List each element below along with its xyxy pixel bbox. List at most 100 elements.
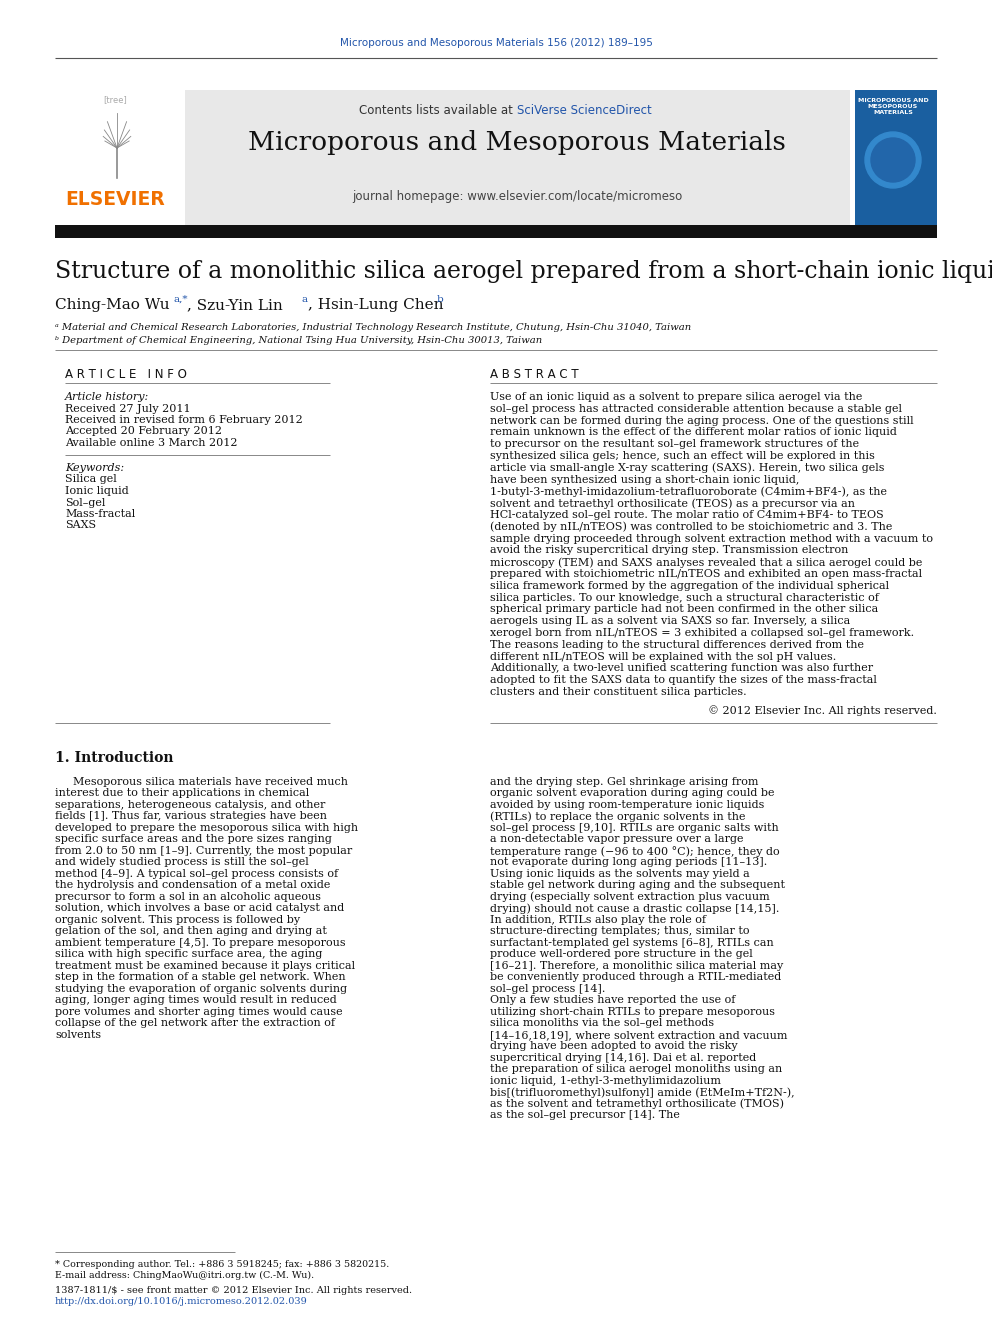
Text: have been synthesized using a short-chain ionic liquid,: have been synthesized using a short-chai… [490, 475, 800, 484]
Text: Article history:: Article history: [65, 392, 149, 402]
Text: prepared with stoichiometric nIL/nTEOS and exhibited an open mass-fractal: prepared with stoichiometric nIL/nTEOS a… [490, 569, 923, 579]
Text: silica with high specific surface area, the aging: silica with high specific surface area, … [55, 950, 322, 959]
Text: organic solvent. This process is followed by: organic solvent. This process is followe… [55, 914, 301, 925]
Text: 1387-1811/$ - see front matter © 2012 Elsevier Inc. All rights reserved.: 1387-1811/$ - see front matter © 2012 El… [55, 1286, 412, 1295]
Text: [tree]: [tree] [103, 95, 127, 105]
Text: In addition, RTILs also play the role of: In addition, RTILs also play the role of [490, 914, 706, 925]
Text: utilizing short-chain RTILs to prepare mesoporous: utilizing short-chain RTILs to prepare m… [490, 1007, 775, 1017]
Text: avoided by using room-temperature ionic liquids: avoided by using room-temperature ionic … [490, 800, 765, 810]
Text: solution, which involves a base or acid catalyst and: solution, which involves a base or acid … [55, 904, 344, 913]
Text: pore volumes and shorter aging times would cause: pore volumes and shorter aging times wou… [55, 1007, 342, 1017]
Text: surfactant-templated gel systems [6–8], RTILs can: surfactant-templated gel systems [6–8], … [490, 938, 774, 947]
Text: article via small-angle X-ray scattering (SAXS). Herein, two silica gels: article via small-angle X-ray scattering… [490, 463, 885, 474]
Text: (RTILs) to replace the organic solvents in the: (RTILs) to replace the organic solvents … [490, 811, 746, 822]
Text: silica monoliths via the sol–gel methods: silica monoliths via the sol–gel methods [490, 1019, 714, 1028]
Text: [16–21]. Therefore, a monolithic silica material may: [16–21]. Therefore, a monolithic silica … [490, 960, 784, 971]
Text: sol–gel process [14].: sol–gel process [14]. [490, 984, 605, 994]
Text: gelation of the sol, and then aging and drying at: gelation of the sol, and then aging and … [55, 926, 327, 937]
Text: journal homepage: www.elsevier.com/locate/micromeso: journal homepage: www.elsevier.com/locat… [352, 191, 682, 202]
Text: collapse of the gel network after the extraction of: collapse of the gel network after the ex… [55, 1019, 335, 1028]
Text: Available online 3 March 2012: Available online 3 March 2012 [65, 438, 237, 448]
Text: sol–gel process [9,10]. RTILs are organic salts with: sol–gel process [9,10]. RTILs are organi… [490, 823, 779, 832]
Text: temperature range (−96 to 400 °C); hence, they do: temperature range (−96 to 400 °C); hence… [490, 845, 780, 857]
Bar [855, 90, 937, 225]
Text: ambient temperature [4,5]. To prepare mesoporous: ambient temperature [4,5]. To prepare me… [55, 938, 345, 947]
Text: Received in revised form 6 February 2012: Received in revised form 6 February 2012 [65, 415, 303, 425]
Text: from 2.0 to 50 nm [1–9]. Currently, the most popular: from 2.0 to 50 nm [1–9]. Currently, the … [55, 845, 352, 856]
Text: clusters and their constituent silica particles.: clusters and their constituent silica pa… [490, 687, 747, 697]
Text: method [4–9]. A typical sol–gel process consists of: method [4–9]. A typical sol–gel process … [55, 869, 338, 878]
Text: * Corresponding author. Tel.: +886 3 5918245; fax: +886 3 5820215.: * Corresponding author. Tel.: +886 3 591… [55, 1259, 389, 1269]
Text: the hydrolysis and condensation of a metal oxide: the hydrolysis and condensation of a met… [55, 880, 330, 890]
Text: [14–16,18,19], where solvent extraction and vacuum: [14–16,18,19], where solvent extraction … [490, 1029, 788, 1040]
Text: © 2012 Elsevier Inc. All rights reserved.: © 2012 Elsevier Inc. All rights reserved… [708, 705, 937, 716]
Text: precursor to form a sol in an alcoholic aqueous: precursor to form a sol in an alcoholic … [55, 892, 321, 902]
Text: supercritical drying [14,16]. Dai et al. reported: supercritical drying [14,16]. Dai et al.… [490, 1053, 756, 1062]
Text: ᵇ Department of Chemical Engineering, National Tsing Hua University, Hsin-Chu 30: ᵇ Department of Chemical Engineering, Na… [55, 336, 543, 345]
Text: Accepted 20 February 2012: Accepted 20 February 2012 [65, 426, 222, 437]
Text: Only a few studies have reported the use of: Only a few studies have reported the use… [490, 995, 735, 1005]
Text: 1. Introduction: 1. Introduction [55, 750, 174, 765]
Text: as the solvent and tetramethyl orthosilicate (TMOS): as the solvent and tetramethyl orthosili… [490, 1099, 784, 1110]
Text: adopted to fit the SAXS data to quantify the sizes of the mass-fractal: adopted to fit the SAXS data to quantify… [490, 675, 877, 685]
Text: and the drying step. Gel shrinkage arising from: and the drying step. Gel shrinkage arisi… [490, 777, 759, 787]
Text: HCl-catalyzed sol–gel route. The molar ratio of C4mim+BF4- to TEOS: HCl-catalyzed sol–gel route. The molar r… [490, 509, 884, 520]
Text: a,*: a,* [173, 295, 187, 304]
Text: step in the formation of a stable gel network. When: step in the formation of a stable gel ne… [55, 972, 345, 982]
Text: The reasons leading to the structural differences derived from the: The reasons leading to the structural di… [490, 640, 864, 650]
Text: remain unknown is the effect of the different molar ratios of ionic liquid: remain unknown is the effect of the diff… [490, 427, 897, 438]
Text: SAXS: SAXS [65, 520, 96, 531]
Text: 1-butyl-3-methyl-imidazolium-tetrafluoroborate (C4mim+BF4-), as the: 1-butyl-3-methyl-imidazolium-tetrafluoro… [490, 487, 887, 497]
Circle shape [865, 132, 921, 188]
Text: Ionic liquid: Ionic liquid [65, 486, 129, 496]
Text: ELSEVIER: ELSEVIER [65, 191, 165, 209]
Text: solvent and tetraethyl orthosilicate (TEOS) as a precursor via an: solvent and tetraethyl orthosilicate (TE… [490, 499, 855, 509]
Text: , Hsin-Lung Chen: , Hsin-Lung Chen [308, 298, 443, 312]
Text: produce well-ordered pore structure in the gel: produce well-ordered pore structure in t… [490, 950, 753, 959]
Text: a non-detectable vapor pressure over a large: a non-detectable vapor pressure over a l… [490, 835, 743, 844]
Text: ᵃ Material and Chemical Research Laboratories, Industrial Technology Research In: ᵃ Material and Chemical Research Laborat… [55, 323, 691, 332]
Text: network can be formed during the aging process. One of the questions still: network can be formed during the aging p… [490, 415, 914, 426]
Text: the preparation of silica aerogel monoliths using an: the preparation of silica aerogel monoli… [490, 1064, 783, 1074]
Text: a: a [301, 295, 308, 304]
Text: aging, longer aging times would result in reduced: aging, longer aging times would result i… [55, 995, 336, 1005]
Text: http://dx.doi.org/10.1016/j.micromeso.2012.02.039: http://dx.doi.org/10.1016/j.micromeso.20… [55, 1297, 308, 1306]
Text: sample drying proceeded through solvent extraction method with a vacuum to: sample drying proceeded through solvent … [490, 533, 933, 544]
Text: Use of an ionic liquid as a solvent to prepare silica aerogel via the: Use of an ionic liquid as a solvent to p… [490, 392, 862, 402]
Text: xerogel born from nIL/nTEOS = 3 exhibited a collapsed sol–gel framework.: xerogel born from nIL/nTEOS = 3 exhibite… [490, 628, 914, 638]
Text: separations, heterogeneous catalysis, and other: separations, heterogeneous catalysis, an… [55, 800, 325, 810]
Circle shape [871, 138, 915, 183]
Text: (denoted by nIL/nTEOS) was controlled to be stoichiometric and 3. The: (denoted by nIL/nTEOS) was controlled to… [490, 521, 893, 532]
Text: drying have been adopted to avoid the risky: drying have been adopted to avoid the ri… [490, 1041, 738, 1052]
Text: solvents: solvents [55, 1029, 101, 1040]
Text: Microporous and Mesoporous Materials: Microporous and Mesoporous Materials [248, 130, 786, 155]
Text: Keywords:: Keywords: [65, 463, 124, 474]
Text: A B S T R A C T: A B S T R A C T [490, 368, 578, 381]
Text: and widely studied process is still the sol–gel: and widely studied process is still the … [55, 857, 309, 868]
Text: Sol–gel: Sol–gel [65, 497, 105, 508]
Text: ionic liquid, 1-ethyl-3-methylimidazolium: ionic liquid, 1-ethyl-3-methylimidazoliu… [490, 1076, 721, 1086]
Text: different nIL/nTEOS will be explained with the sol pH values.: different nIL/nTEOS will be explained wi… [490, 652, 836, 662]
Text: structure-directing templates; thus, similar to: structure-directing templates; thus, sim… [490, 926, 750, 937]
Text: as the sol–gel precursor [14]. The: as the sol–gel precursor [14]. The [490, 1110, 680, 1121]
Text: A R T I C L E   I N F O: A R T I C L E I N F O [65, 368, 186, 381]
Text: stable gel network during aging and the subsequent: stable gel network during aging and the … [490, 880, 785, 890]
Text: interest due to their applications in chemical: interest due to their applications in ch… [55, 789, 310, 798]
Text: Received 27 July 2011: Received 27 July 2011 [65, 404, 190, 414]
Text: drying) should not cause a drastic collapse [14,15].: drying) should not cause a drastic colla… [490, 904, 780, 914]
Text: microscopy (TEM) and SAXS analyses revealed that a silica aerogel could be: microscopy (TEM) and SAXS analyses revea… [490, 557, 923, 568]
Text: drying (especially solvent extraction plus vacuum: drying (especially solvent extraction pl… [490, 892, 770, 902]
Text: organic solvent evaporation during aging could be: organic solvent evaporation during aging… [490, 789, 775, 798]
Text: treatment must be examined because it plays critical: treatment must be examined because it pl… [55, 960, 355, 971]
Text: be conveniently produced through a RTIL-mediated: be conveniently produced through a RTIL-… [490, 972, 782, 982]
Text: fields [1]. Thus far, various strategies have been: fields [1]. Thus far, various strategies… [55, 811, 327, 822]
Text: Silica gel: Silica gel [65, 475, 117, 484]
Text: specific surface areas and the pore sizes ranging: specific surface areas and the pore size… [55, 835, 332, 844]
Text: SciVerse ScienceDirect: SciVerse ScienceDirect [517, 105, 652, 116]
Bar [185, 90, 850, 225]
Text: silica framework formed by the aggregation of the individual spherical: silica framework formed by the aggregati… [490, 581, 889, 591]
Bar [55, 225, 937, 238]
Text: sol–gel process has attracted considerable attention because a stable gel: sol–gel process has attracted considerab… [490, 404, 902, 414]
Text: Structure of a monolithic silica aerogel prepared from a short-chain ionic liqui: Structure of a monolithic silica aerogel… [55, 261, 992, 283]
Text: studying the evaporation of organic solvents during: studying the evaporation of organic solv… [55, 984, 347, 994]
